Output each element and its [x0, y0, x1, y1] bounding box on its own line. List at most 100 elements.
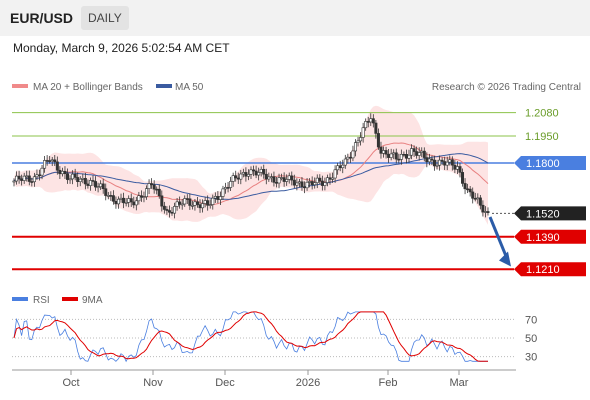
candle-body	[361, 127, 365, 138]
ma50-legend-swatch	[156, 84, 172, 88]
candle	[285, 174, 289, 186]
candle	[249, 166, 253, 179]
candle-body	[356, 140, 360, 143]
candle	[331, 172, 335, 183]
candle-body	[310, 181, 314, 186]
candle-body	[274, 182, 278, 184]
rsi-panel: 70 50 30	[12, 311, 537, 364]
candle	[399, 149, 403, 165]
candle-body	[267, 176, 271, 180]
candle	[231, 172, 235, 187]
candle-body	[58, 169, 62, 175]
candle-body	[394, 152, 398, 160]
candle-body	[86, 183, 90, 186]
candle-body	[35, 174, 39, 178]
candle-body	[201, 203, 205, 209]
candle-body	[236, 177, 240, 180]
candle-body	[218, 196, 222, 200]
candle	[292, 174, 296, 189]
candle	[206, 195, 210, 211]
candle	[94, 176, 98, 191]
candle	[341, 159, 345, 174]
candle-body	[443, 161, 447, 166]
candle-body	[269, 176, 273, 178]
candle	[430, 155, 434, 166]
candle	[351, 145, 355, 162]
candle-body	[116, 198, 120, 205]
candle-body	[234, 175, 238, 179]
candle-body	[259, 169, 263, 173]
timeframe-button[interactable]: DAILY	[81, 6, 129, 30]
candle	[188, 193, 192, 210]
rsi-ma-legend-swatch	[62, 297, 78, 301]
candle-body	[471, 191, 475, 199]
candle-body	[96, 186, 100, 189]
candle-body	[83, 177, 87, 185]
bollinger-legend-swatch	[12, 84, 28, 88]
candle-body	[119, 197, 123, 200]
candle	[481, 200, 485, 217]
candle-body	[450, 159, 454, 166]
timestamp: Monday, March 9, 2026 5:02:54 AM CET	[13, 41, 230, 55]
candle-body	[68, 178, 72, 181]
candle	[142, 191, 146, 203]
candle-body	[244, 172, 248, 177]
candle	[267, 172, 271, 182]
x-tick-label: Feb	[379, 377, 398, 389]
candle	[295, 178, 299, 191]
symbol-label: EUR/USD	[10, 10, 74, 26]
candle	[389, 148, 393, 161]
candle-body	[308, 181, 312, 183]
candle	[17, 170, 21, 184]
candle-body	[152, 184, 156, 190]
candle	[68, 175, 72, 184]
candle-body	[183, 198, 187, 205]
candle	[53, 155, 57, 167]
bollinger-legend-label: MA 20 + Bollinger Bands	[33, 82, 143, 93]
candle-body	[458, 166, 462, 173]
candle-body	[376, 133, 380, 148]
candle-body	[404, 154, 408, 159]
candle-body	[147, 183, 151, 189]
candle-body	[392, 152, 396, 155]
candle-body	[216, 196, 220, 200]
candle-body	[252, 169, 256, 172]
rsi-ma-legend-label: 9MA	[82, 295, 103, 306]
candle-body	[384, 150, 388, 155]
candle	[160, 190, 164, 212]
candle-body	[198, 204, 202, 209]
candle-body	[313, 182, 317, 186]
candle-body	[448, 159, 452, 163]
level-labels: 1.2080 1.1950 1.1800 1.1520 1.1390 1.1210	[514, 108, 586, 277]
copyright-label: Research © 2026 Trading Central	[432, 82, 581, 93]
candle-body	[466, 188, 470, 191]
candle	[323, 177, 327, 191]
candle-body	[399, 154, 403, 160]
candle	[417, 147, 421, 161]
candle-body	[122, 197, 126, 204]
candle	[147, 179, 151, 195]
candle	[157, 184, 161, 199]
rsi-tick-30: 30	[525, 352, 537, 364]
x-tick-label: Mar	[450, 377, 469, 389]
candle-body	[104, 188, 108, 196]
candle-body	[43, 160, 47, 169]
candle	[305, 178, 309, 191]
candle	[55, 156, 59, 175]
x-axis: Oct Nov Dec 2026 Feb Mar	[12, 369, 516, 389]
candle-body	[32, 176, 36, 183]
candle-body	[66, 173, 70, 180]
candle-body	[137, 195, 141, 202]
candle-body	[60, 170, 64, 175]
candle-body	[300, 181, 304, 188]
candle-body	[264, 173, 268, 180]
candle-body	[338, 165, 342, 169]
rsi-legend-swatch	[12, 297, 28, 301]
candle-body	[224, 187, 228, 190]
candle-body	[160, 195, 164, 207]
candle	[257, 167, 261, 181]
rsi-ma-line	[13, 311, 488, 362]
x-tick-label: 2026	[296, 377, 320, 389]
candle	[165, 206, 169, 215]
candle-body	[45, 160, 49, 162]
